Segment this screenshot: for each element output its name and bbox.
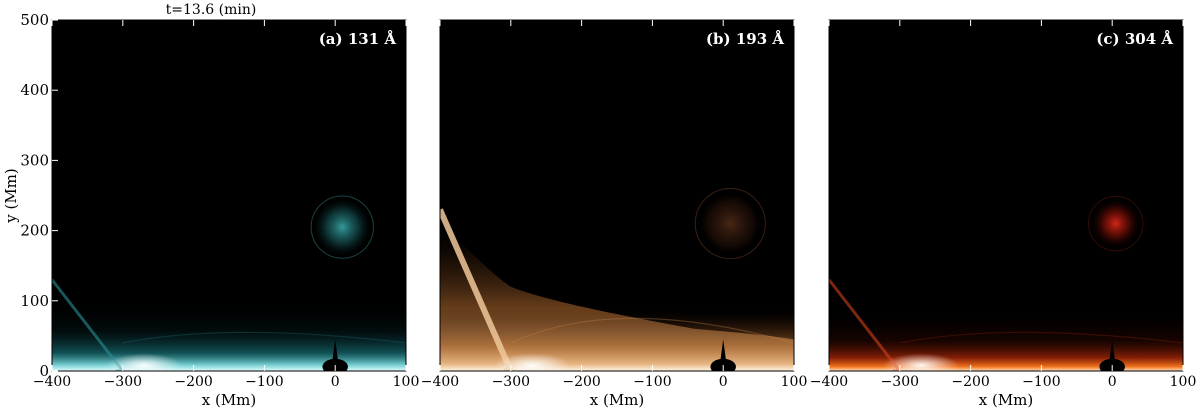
y-tick-label-a: 200 bbox=[20, 222, 49, 240]
heatmap-image-b bbox=[440, 188, 794, 371]
x-tick-label-b: 100 bbox=[781, 374, 808, 390]
panel-title-a: (a) 131 Å bbox=[319, 30, 397, 48]
eruption-blob-c bbox=[1090, 198, 1141, 249]
x-tick-label-a: 0 bbox=[331, 374, 340, 390]
arc-b bbox=[510, 317, 794, 344]
footpoint-core-b bbox=[710, 358, 736, 371]
x-tick-label-b: −400 bbox=[421, 374, 459, 390]
x-tick-label-c: 100 bbox=[1170, 374, 1197, 390]
shock-front-c bbox=[829, 278, 902, 371]
x-tick-label-a: 100 bbox=[393, 374, 420, 390]
x-tick-label-c: −400 bbox=[810, 374, 848, 390]
x-tick-label-b: −300 bbox=[492, 374, 530, 390]
axes-frame-a bbox=[51, 19, 407, 372]
hotspot-a bbox=[106, 353, 183, 371]
blob-ring-b bbox=[694, 188, 766, 260]
blob-ring-c bbox=[1087, 195, 1144, 252]
y-tick-label-a: 0 bbox=[39, 362, 49, 380]
panel-c: (c) 304 Å −400 −300 −200 −100 0 100 x (Mm) bbox=[810, 19, 1197, 409]
x-tick-label-c: 0 bbox=[1108, 374, 1117, 390]
x-axis-label-b: x (Mm) bbox=[590, 391, 645, 409]
panel-b: (b) 193 Å −400 −300 −200 −100 0 100 x (Mm) bbox=[421, 19, 808, 409]
eruption-blob-a bbox=[313, 198, 371, 256]
footpoint-core-a bbox=[322, 358, 348, 371]
hotspot-b bbox=[494, 353, 571, 371]
x-tick-label-a: −100 bbox=[245, 374, 283, 390]
shock-front-b bbox=[440, 208, 515, 371]
x-tick-label-a: −400 bbox=[33, 374, 71, 390]
footpoint-core-c bbox=[1099, 358, 1125, 371]
axes-frame-c bbox=[828, 19, 1184, 372]
heatmap-floor-b bbox=[440, 307, 794, 371]
hotspot-c bbox=[883, 353, 960, 371]
x-axis-label-a: x (Mm) bbox=[202, 391, 257, 409]
x-tick-label-b: −200 bbox=[562, 374, 600, 390]
panel-title-b: (b) 193 Å bbox=[706, 30, 784, 48]
panel-title-c: (c) 304 Å bbox=[1096, 30, 1173, 48]
heatmap-image-a bbox=[52, 195, 406, 371]
x-tick-label-c: −200 bbox=[951, 374, 989, 390]
axes-frame-b bbox=[439, 19, 795, 372]
x-tick-label-b: −100 bbox=[633, 374, 671, 390]
shock-front-a bbox=[52, 278, 125, 371]
arc-c bbox=[899, 331, 1183, 344]
arc-a bbox=[122, 331, 406, 344]
x-tick-label-b: 0 bbox=[719, 374, 728, 390]
x-tick-label-c: −100 bbox=[1022, 374, 1060, 390]
panel-a: (a) 131 Å −400 −300 −200 −100 0 100 x (Mm) 0 100 2… bbox=[2, 11, 419, 409]
y-tick-label-a: 500 bbox=[20, 11, 49, 29]
y-tick-label-a: 100 bbox=[20, 292, 49, 310]
y-tick-label-a: 300 bbox=[20, 151, 49, 169]
x-tick-label-a: −300 bbox=[104, 374, 142, 390]
heatmap-floor-a bbox=[52, 297, 406, 371]
x-tick-label-c: −300 bbox=[881, 374, 919, 390]
heatmap-image-c bbox=[829, 195, 1183, 371]
blob-ring-a bbox=[310, 195, 374, 259]
eruption-blob-b bbox=[698, 191, 763, 256]
heatmap-floor-c bbox=[829, 309, 1183, 371]
y-tick-label-a: 400 bbox=[20, 81, 49, 99]
x-axis-label-c: x (Mm) bbox=[979, 391, 1034, 409]
y-axis-label-a: y (Mm) bbox=[2, 168, 20, 224]
time-label: t=13.6 (min) bbox=[166, 2, 257, 18]
x-tick-label-a: −200 bbox=[174, 374, 212, 390]
